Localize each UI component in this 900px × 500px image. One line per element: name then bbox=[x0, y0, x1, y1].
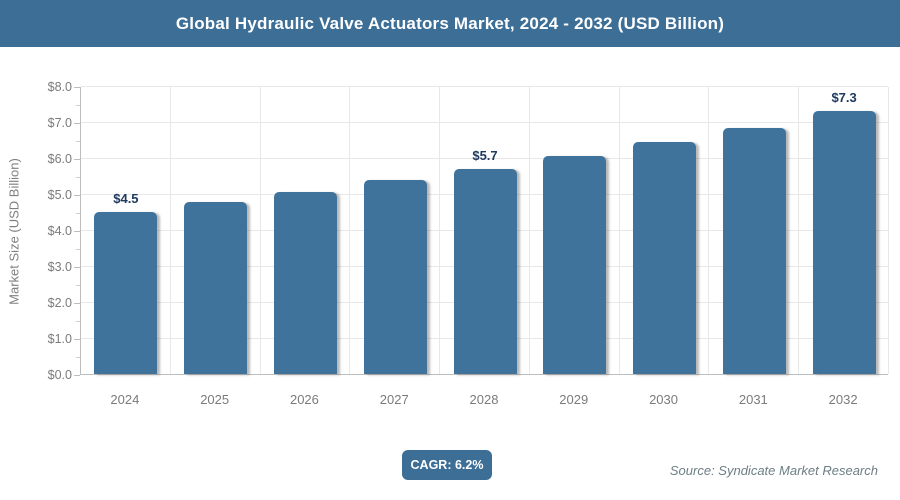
y-tick-label: $7.0 bbox=[47, 116, 72, 130]
chart-title: Global Hydraulic Valve Actuators Market,… bbox=[175, 13, 725, 33]
x-tick-label: 2025 bbox=[200, 392, 230, 407]
gridline-vertical bbox=[798, 87, 800, 374]
gridline-vertical bbox=[349, 87, 351, 374]
y-tick-mark bbox=[74, 339, 80, 340]
gridline-vertical bbox=[259, 87, 261, 374]
y-tick-mark bbox=[74, 375, 80, 376]
x-tick-label: 2028 bbox=[469, 392, 499, 407]
gridline-vertical bbox=[439, 87, 441, 374]
bar-2032 bbox=[812, 111, 876, 374]
x-tick-label: 2027 bbox=[379, 392, 409, 407]
y-tick-label: $8.0 bbox=[47, 80, 72, 94]
gridline-vertical bbox=[618, 87, 620, 374]
bar-value-label: $7.3 bbox=[831, 90, 857, 106]
x-tick-label: 2024 bbox=[110, 392, 140, 407]
x-tick-label: 2026 bbox=[289, 392, 319, 407]
bar-2031 bbox=[722, 127, 786, 374]
bar-2029 bbox=[543, 155, 607, 374]
y-tick-mark bbox=[74, 195, 80, 196]
y-tick-label: $4.0 bbox=[47, 224, 72, 238]
y-minor-tick-mark bbox=[76, 357, 80, 358]
source-attribution: Source: Syndicate Market Research bbox=[669, 463, 878, 478]
bar-2027 bbox=[363, 180, 427, 374]
y-tick-mark bbox=[74, 231, 80, 232]
y-minor-tick-mark bbox=[76, 141, 80, 142]
gridline-vertical bbox=[528, 87, 530, 374]
gridline-vertical bbox=[708, 87, 710, 374]
y-tick-mark bbox=[74, 267, 80, 268]
bar-2025 bbox=[184, 201, 248, 374]
y-tick-label: $3.0 bbox=[47, 260, 72, 274]
y-minor-tick-mark bbox=[76, 213, 80, 214]
y-tick-label: $6.0 bbox=[47, 152, 72, 166]
y-tick-label: $5.0 bbox=[47, 188, 72, 202]
gridline-horizontal bbox=[81, 158, 888, 159]
y-minor-tick-mark bbox=[76, 285, 80, 286]
y-minor-tick-mark bbox=[76, 249, 80, 250]
x-tick-label: 2032 bbox=[828, 392, 858, 407]
gridline-horizontal bbox=[81, 86, 888, 87]
y-tick-label: $1.0 bbox=[47, 332, 72, 346]
y-tick-mark bbox=[74, 87, 80, 88]
title-banner: Global Hydraulic Valve Actuators Market,… bbox=[0, 0, 900, 47]
gridline-horizontal bbox=[81, 122, 888, 123]
y-tick-label: $2.0 bbox=[47, 296, 72, 310]
x-tick-label: 2030 bbox=[649, 392, 678, 407]
y-minor-tick-mark bbox=[76, 105, 80, 106]
bar-value-label: $5.7 bbox=[472, 147, 498, 163]
y-tick-mark bbox=[74, 303, 80, 304]
gridline-vertical bbox=[888, 87, 889, 374]
y-minor-tick-mark bbox=[76, 321, 80, 322]
y-minor-tick-mark bbox=[76, 177, 80, 178]
plot-area: $4.5 $5.7 $7.3 bbox=[80, 86, 889, 375]
gridline-vertical bbox=[169, 87, 171, 374]
y-tick-mark bbox=[74, 159, 80, 160]
x-tick-label: 2031 bbox=[738, 392, 768, 407]
bar-2024 bbox=[94, 212, 158, 374]
cagr-badge: CAGR: 6.2% bbox=[402, 450, 492, 480]
bar-2028 bbox=[453, 168, 517, 374]
bar-value-label: $4.5 bbox=[113, 191, 139, 206]
y-tick-label: $0.0 bbox=[47, 368, 72, 382]
y-tick-mark bbox=[74, 123, 80, 124]
bar-2030 bbox=[633, 142, 697, 374]
x-tick-label: 2029 bbox=[559, 392, 589, 407]
bar-2026 bbox=[273, 191, 337, 374]
